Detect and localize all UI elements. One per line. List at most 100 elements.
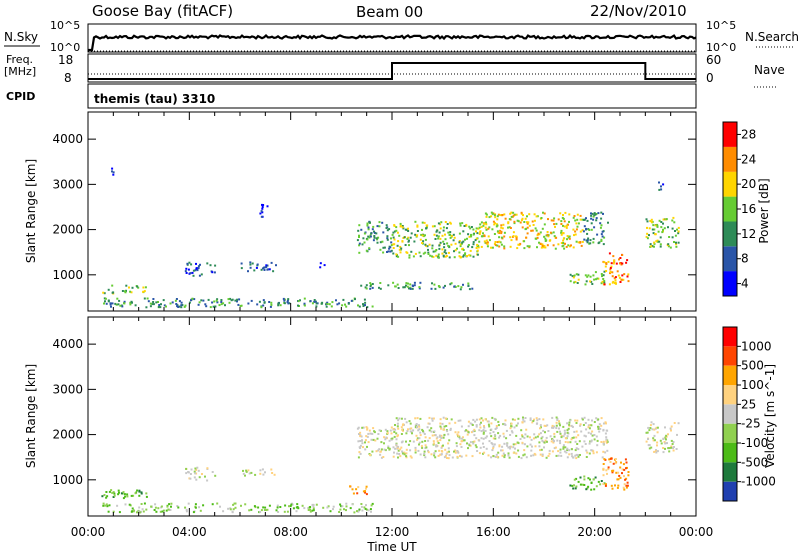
echo-point [303, 304, 306, 307]
echo-point [206, 479, 209, 482]
echo-point [530, 454, 533, 457]
echo-point [470, 233, 472, 236]
echo-point [152, 298, 155, 300]
echo-point [419, 434, 422, 437]
echo-point [575, 222, 578, 225]
echo-point [365, 426, 368, 429]
echo-point [464, 252, 467, 255]
echo-point [671, 219, 674, 222]
echo-point [406, 285, 409, 288]
echo-point [366, 508, 369, 511]
echo-point [106, 505, 109, 508]
echo-point [230, 299, 233, 302]
echo-point [673, 241, 675, 243]
echo-point [647, 444, 650, 447]
echo-point [199, 509, 202, 512]
echo-point [448, 439, 451, 442]
echo-point [543, 446, 545, 449]
echo-point [420, 445, 423, 448]
echo-point [559, 451, 562, 454]
echo-point [155, 510, 158, 513]
echo-point [472, 418, 475, 421]
echo-point [662, 222, 664, 225]
echo-point [658, 181, 660, 184]
echo-point [597, 427, 600, 430]
echo-point [494, 244, 497, 247]
echo-point [513, 220, 516, 223]
echo-point [262, 473, 265, 476]
echo-point [116, 504, 119, 507]
echo-point [419, 255, 422, 258]
echo-point [538, 445, 541, 448]
echo-point [494, 455, 497, 458]
echo-point [441, 234, 444, 237]
echo-point [277, 511, 280, 513]
echo-point [511, 431, 514, 434]
echo-point [262, 506, 265, 509]
echo-point [379, 282, 382, 284]
echo-point [432, 440, 435, 443]
echo-point [424, 440, 427, 442]
echo-point [571, 425, 574, 428]
echo-point [622, 278, 625, 281]
velocity-panel-frame [87, 316, 697, 517]
echo-point [268, 504, 271, 507]
echo-point [544, 431, 546, 434]
echo-point [105, 302, 108, 305]
echo-point [623, 475, 625, 478]
echo-point [623, 483, 626, 486]
echo-point [378, 429, 381, 432]
echo-point [503, 213, 506, 216]
echo-point [395, 253, 398, 256]
echo-point [576, 282, 579, 284]
echo-point [144, 286, 147, 289]
echo-point [416, 437, 419, 440]
echo-point [654, 224, 657, 227]
echo-point [515, 238, 518, 241]
echo-point [287, 298, 290, 301]
echo-point [331, 301, 334, 304]
echo-point [520, 211, 523, 214]
echo-point [627, 471, 630, 473]
echo-point [517, 442, 520, 445]
echo-point [459, 222, 462, 225]
echo-point [650, 221, 653, 224]
x-tick-label: 04:00 [172, 525, 207, 539]
echo-point [143, 502, 146, 505]
echo-point [394, 428, 397, 431]
echo-point [393, 451, 395, 454]
echo-point [262, 304, 265, 307]
echo-point [466, 255, 468, 258]
echo-point [253, 505, 256, 508]
echo-point [377, 433, 380, 435]
echo-point [479, 446, 482, 449]
echo-point [658, 188, 661, 191]
echo-point [577, 448, 580, 451]
echo-point [128, 286, 130, 289]
nave-trace [88, 62, 696, 80]
echo-point [467, 447, 469, 450]
echo-point [405, 456, 408, 459]
echo-point [663, 218, 666, 221]
echo-point [496, 215, 499, 218]
echo-point [357, 229, 360, 232]
echo-point [447, 231, 450, 234]
echo-point [380, 448, 383, 451]
echo-point [590, 212, 592, 215]
echo-point [656, 431, 659, 434]
echo-point [432, 417, 435, 420]
echo-point [512, 235, 515, 238]
echo-point [604, 265, 607, 268]
echo-point [439, 435, 441, 438]
echo-point [268, 301, 271, 303]
echo-point [521, 434, 523, 437]
echo-point [406, 430, 409, 432]
echo-point [370, 438, 373, 441]
echo-point [455, 445, 458, 448]
echo-point [577, 455, 580, 458]
echo-point [260, 210, 263, 213]
echo-point [122, 497, 125, 500]
echo-point [573, 281, 576, 284]
echo-point [614, 484, 616, 487]
